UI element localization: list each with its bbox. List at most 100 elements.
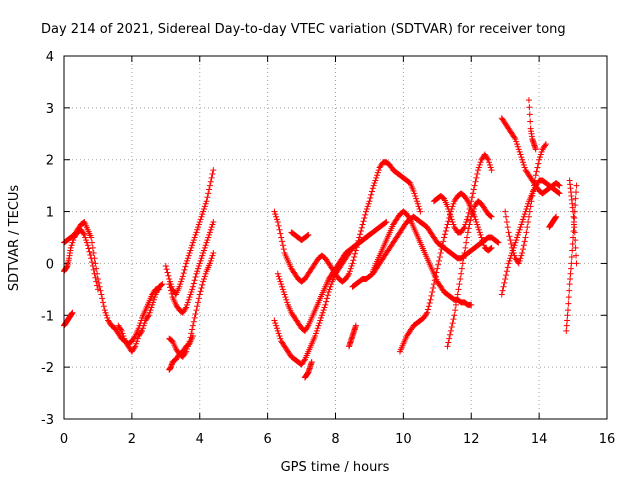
data-point <box>563 327 570 334</box>
data-point <box>542 142 549 149</box>
data-point <box>529 193 536 200</box>
data-point <box>205 234 212 241</box>
data-point <box>206 182 213 189</box>
data-point <box>139 325 146 332</box>
data-point <box>447 213 454 220</box>
data-point <box>273 325 280 332</box>
data-point <box>279 242 286 249</box>
chart-title: Day 214 of 2021, Sidereal Day-to-day VTE… <box>41 22 566 37</box>
data-point <box>352 247 359 254</box>
data-point <box>506 233 513 240</box>
data-point <box>484 155 491 162</box>
series-arc-6 <box>166 218 217 316</box>
data-point <box>210 218 217 225</box>
data-point <box>520 216 527 223</box>
data-point <box>133 338 140 345</box>
data-point <box>524 224 531 231</box>
data-point <box>117 326 124 333</box>
data-point <box>445 205 452 212</box>
data-point <box>121 335 128 342</box>
data-point <box>485 156 492 163</box>
data-point <box>195 221 202 228</box>
data-point <box>556 190 563 197</box>
data-point <box>447 327 454 334</box>
data-point <box>455 286 462 293</box>
data-point <box>208 255 215 262</box>
data-point <box>432 273 439 280</box>
data-point <box>316 320 323 327</box>
data-point <box>139 327 146 334</box>
data-point <box>527 203 534 210</box>
data-point <box>189 326 196 333</box>
data-point <box>67 244 74 251</box>
data-point <box>367 194 374 201</box>
data-point <box>140 322 147 329</box>
data-point <box>184 255 191 262</box>
data-point <box>193 270 200 277</box>
data-point <box>437 250 444 257</box>
data-point <box>325 288 332 295</box>
data-point <box>572 195 579 202</box>
data-point <box>535 160 542 167</box>
series-arc-21 <box>498 177 563 298</box>
data-point <box>99 295 106 302</box>
data-point <box>573 182 580 189</box>
series-arc-17 <box>396 190 495 355</box>
data-point <box>141 320 148 327</box>
data-point <box>570 213 577 220</box>
data-point <box>195 265 202 272</box>
data-point <box>527 118 534 125</box>
x-tick-label: 6 <box>263 432 271 447</box>
data-point <box>518 221 525 228</box>
data-point <box>415 203 422 210</box>
data-point <box>199 211 206 218</box>
data-point <box>319 309 326 316</box>
data-point <box>182 305 189 312</box>
data-point <box>104 314 111 321</box>
data-point <box>94 282 101 289</box>
data-point <box>530 187 537 194</box>
data-point <box>373 174 380 181</box>
data-point <box>185 252 192 259</box>
data-point <box>564 317 571 324</box>
data-point <box>467 217 474 224</box>
data-point <box>505 229 512 236</box>
data-point <box>210 167 217 174</box>
data-point <box>98 291 105 298</box>
data-point <box>446 208 453 215</box>
data-point <box>573 189 580 196</box>
y-tick-label: 3 <box>46 102 54 117</box>
series-arc-19 <box>444 198 495 350</box>
data-point <box>200 208 207 215</box>
data-point <box>479 237 486 244</box>
series-arc-16 <box>369 208 475 308</box>
data-point <box>351 253 358 260</box>
data-point <box>167 287 174 294</box>
data-point <box>272 320 279 327</box>
data-point <box>500 283 507 290</box>
data-point <box>516 257 523 264</box>
data-point <box>209 170 216 177</box>
data-point <box>357 231 364 238</box>
data-point <box>440 238 447 245</box>
series-arc-5 <box>162 167 217 298</box>
data-point <box>502 208 509 215</box>
data-point <box>504 224 511 231</box>
data-point <box>520 161 527 168</box>
data-point <box>503 213 510 220</box>
series-arc-11 <box>274 218 390 334</box>
x-tick-label: 8 <box>331 432 339 447</box>
data-point <box>573 252 580 259</box>
data-point <box>528 198 535 205</box>
data-point <box>324 295 331 302</box>
data-point <box>198 255 205 262</box>
data-point <box>322 301 329 308</box>
data-point <box>200 205 207 212</box>
data-point <box>84 242 91 249</box>
data-point <box>189 239 196 246</box>
data-point <box>508 244 515 251</box>
data-point <box>277 230 284 237</box>
data-point <box>509 247 516 254</box>
